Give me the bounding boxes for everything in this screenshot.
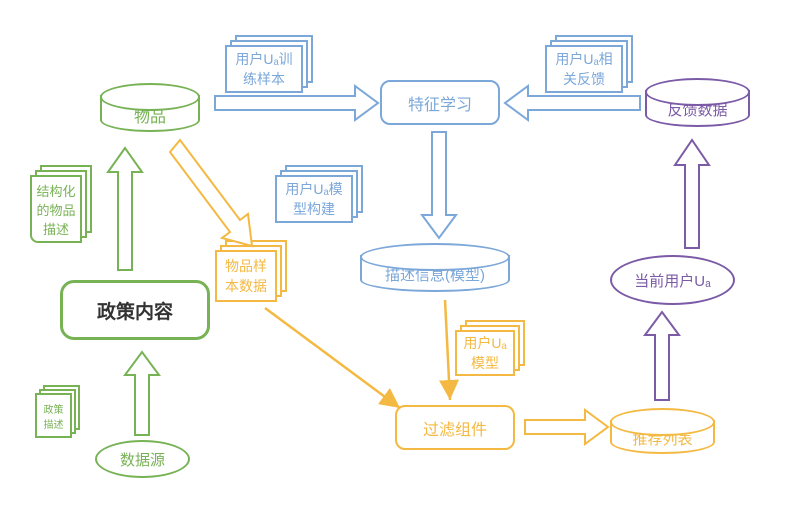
data-source-label: 数据源 bbox=[120, 449, 165, 470]
rec-list-cylinder: 推荐列表 bbox=[610, 420, 715, 454]
train-sample-label: 用户Uₐ训 练样本 bbox=[225, 45, 303, 93]
filter-comp-box: 过滤组件 bbox=[395, 405, 515, 450]
policy-content-label: 政策内容 bbox=[97, 297, 173, 324]
items-cylinder: 物品 bbox=[100, 95, 200, 132]
user-feedback-label: 用户Uₐ相 关反馈 bbox=[545, 45, 623, 93]
policy-desc-doc: 政策 描述 bbox=[35, 385, 80, 440]
user-model-doc: 用户Uₐ模 型构建 bbox=[275, 165, 365, 225]
data-source-oval: 数据源 bbox=[95, 440, 190, 478]
train-sample-doc: 用户Uₐ训 练样本 bbox=[225, 35, 315, 95]
current-user-label: 当前用户Uₐ bbox=[634, 270, 710, 291]
struct-desc-label: 结构化 的物品 描述 bbox=[30, 175, 82, 243]
item-sample-doc: 物品样 本数据 bbox=[215, 240, 293, 305]
user-ua-model-label: 用户Uₐ 模型 bbox=[455, 330, 515, 376]
struct-desc-doc: 结构化 的物品 描述 bbox=[30, 165, 92, 243]
user-model-label: 用户Uₐ模 型构建 bbox=[275, 175, 353, 223]
desc-info-cylinder: 描述信息(模型) bbox=[360, 255, 510, 292]
user-feedback-doc: 用户Uₐ相 关反馈 bbox=[545, 35, 635, 95]
feature-learning-box: 特征学习 bbox=[380, 80, 500, 125]
feature-learning-label: 特征学习 bbox=[408, 91, 472, 115]
filter-comp-label: 过滤组件 bbox=[423, 416, 487, 440]
policy-content-box: 政策内容 bbox=[60, 280, 210, 340]
feedback-cylinder: 反馈数据 bbox=[645, 90, 750, 127]
current-user-oval: 当前用户Uₐ bbox=[610, 255, 735, 305]
policy-desc-label: 政策 描述 bbox=[35, 393, 72, 438]
item-sample-label: 物品样 本数据 bbox=[215, 250, 277, 302]
user-ua-model-doc: 用户Uₐ 模型 bbox=[455, 320, 530, 378]
